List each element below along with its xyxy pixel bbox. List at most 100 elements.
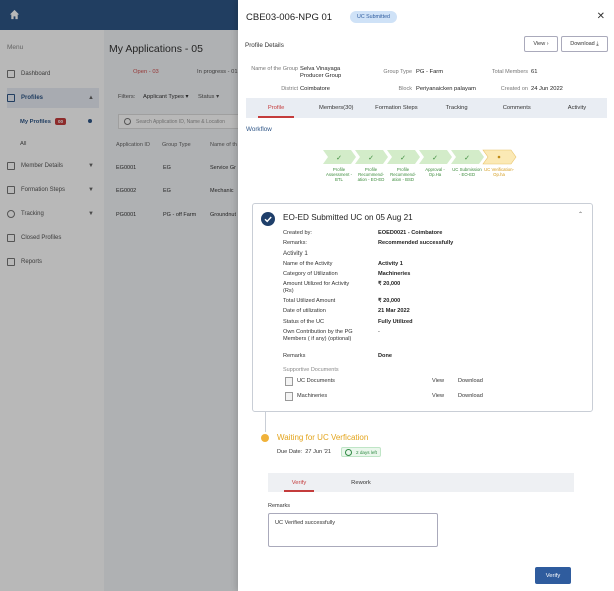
sidebar-item-label: Member Details: [21, 163, 64, 169]
created-by-value: EOED0021 - Coimbatore: [378, 230, 443, 236]
tab-rework[interactable]: Rework: [351, 479, 371, 486]
chevron-up-icon[interactable]: ⌃: [577, 212, 583, 218]
filter-bar: Filters: Applicant Types ▾ Status ▾: [118, 94, 219, 100]
modal-overlay[interactable]: [0, 0, 238, 591]
group-type-value: PG - Farm: [416, 69, 444, 75]
remarks-input[interactable]: UC Verified successfully: [268, 513, 438, 547]
tab-verify[interactable]: Verify: [268, 473, 330, 492]
sidebar-item-label: Tracking: [21, 211, 44, 217]
tab-in-progress[interactable]: In progress - 01: [197, 69, 238, 75]
workflow-title: Workflow: [246, 126, 272, 133]
detail-value: ₹ 20,000: [378, 298, 401, 304]
profile-count-badge: 00: [54, 118, 66, 125]
table-cell[interactable]: EG0002: [116, 188, 137, 194]
svg-text:✓: ✓: [432, 154, 438, 162]
filter-applicant-types[interactable]: Applicant Types ▾: [143, 94, 189, 100]
view-document-link[interactable]: View: [432, 378, 445, 384]
tab-open[interactable]: Open - 03: [133, 69, 159, 75]
sidebar-item-member-details[interactable]: Member Details ▼: [7, 156, 99, 176]
clock-icon: [345, 449, 352, 456]
svg-text:✓: ✓: [336, 154, 342, 162]
download-button[interactable]: Download ⤓: [561, 36, 608, 52]
detail-value: ₹ 20,000: [378, 281, 401, 287]
document-name: UC Documents: [297, 378, 335, 384]
sidebar-item-formation-steps[interactable]: Formation Steps ▼: [7, 180, 99, 200]
sidebar: [0, 30, 104, 591]
tab-formation-steps[interactable]: Formation Steps: [375, 105, 418, 111]
tab-comments[interactable]: Comments: [502, 105, 531, 111]
group-name-label: Name of the Group: [251, 66, 298, 72]
chevron-down-icon: ▼: [88, 187, 94, 193]
created-on-value: 24 Jun 2022: [531, 86, 563, 92]
home-icon[interactable]: [9, 9, 20, 20]
tab-profile[interactable]: Profile: [246, 98, 306, 118]
table-cell: Mechanic: [210, 188, 234, 194]
close-icon[interactable]: ✕: [596, 11, 605, 22]
remarks-field-label: Remarks: [268, 503, 291, 509]
table-cell: EG: [163, 165, 171, 171]
download-document-link[interactable]: Download: [458, 378, 483, 384]
workflow-step-label: UC Verification- Op.ha: [484, 167, 514, 178]
document-icon: [285, 392, 293, 401]
detail-value: -: [378, 329, 380, 335]
check-circle-icon: [261, 212, 275, 226]
total-members-label: Total Members: [491, 69, 528, 75]
detail-label: Own Contribution by the PG Members ( if …: [283, 329, 353, 342]
tab-members[interactable]: Members(30): [319, 105, 354, 111]
table-cell[interactable]: PG0001: [116, 212, 137, 218]
workflow-step-6: [482, 149, 517, 165]
column-header: Group Type: [162, 142, 191, 148]
view-button[interactable]: View ›: [524, 36, 558, 52]
workflow-step-4: ✓: [419, 150, 452, 164]
closed-profiles-icon: [7, 234, 15, 242]
download-document-link[interactable]: Download: [458, 393, 483, 399]
table-cell: Groundnut: [210, 212, 236, 218]
workflow-step-label: Approval - Op.Ha: [425, 167, 445, 178]
workflow-step-label: Profile Recommend- ation - BSD: [390, 167, 416, 183]
tab-tracking[interactable]: Tracking: [445, 105, 468, 111]
group-type-label: Group Type: [383, 69, 412, 75]
block-value: Periyanaicken palayam: [416, 86, 476, 92]
workflow-stepper: ✓ ✓ ✓ ✓ ✓: [323, 149, 517, 165]
verify-button[interactable]: Verify: [535, 567, 571, 584]
detail-label: Name of the Activity: [283, 261, 333, 267]
group-name-value: Selva Vinayaga Producer Group: [300, 66, 342, 79]
sidebar-subitem-my-profiles[interactable]: My Profiles 00: [20, 118, 66, 125]
detail-value: Fully Utilized: [378, 319, 413, 325]
active-dot: [88, 119, 92, 123]
column-header: Application ID: [116, 142, 150, 148]
filter-label: Filters:: [118, 94, 136, 100]
section-title: Profile Details: [245, 42, 284, 49]
sidebar-item-label: Dashboard: [21, 71, 51, 77]
document-name: Machineries: [297, 393, 328, 399]
sidebar-item-tracking[interactable]: Tracking ▼: [7, 204, 99, 224]
chevron-up-icon: ▲: [88, 95, 94, 101]
sidebar-item-profiles[interactable]: Profiles ▲: [7, 88, 99, 108]
sidebar-item-reports[interactable]: Reports: [7, 252, 99, 272]
member-details-icon: [7, 162, 15, 170]
tab-activity[interactable]: Activity: [567, 105, 587, 111]
district-label: District: [281, 86, 298, 92]
detail-label: Date of utilization: [283, 308, 326, 314]
sidebar-item-dashboard[interactable]: Dashboard: [7, 64, 99, 84]
profile-detail-panel: CBE03-006-NPG 01 UC Submitted ✕ Profile …: [238, 0, 614, 591]
supporting-docs-title: Supportive Documents: [283, 367, 339, 373]
sidebar-item-label: Formation Steps: [21, 187, 66, 193]
view-document-link[interactable]: View: [432, 393, 445, 399]
detail-label: Remarks: [283, 353, 306, 359]
page-title: My Applications - 05: [109, 43, 203, 55]
pending-status-dot: [261, 434, 269, 442]
district-value: Coimbatore: [300, 86, 330, 92]
svg-text:✓: ✓: [400, 154, 406, 162]
filter-status[interactable]: Status ▾: [198, 94, 219, 100]
formation-steps-icon: [7, 186, 15, 194]
workflow-step-3: ✓: [387, 150, 420, 164]
table-cell: EG: [163, 188, 171, 194]
sidebar-subitem-all[interactable]: All: [20, 141, 27, 147]
table-cell[interactable]: EG0001: [116, 165, 137, 171]
detail-label: Total Utilized Amount: [283, 298, 336, 304]
sidebar-item-closed-profiles[interactable]: Closed Profiles: [7, 228, 99, 248]
reports-icon: [7, 258, 15, 266]
tracking-icon: [7, 210, 15, 218]
panel-title: CBE03-006-NPG 01: [246, 12, 333, 23]
